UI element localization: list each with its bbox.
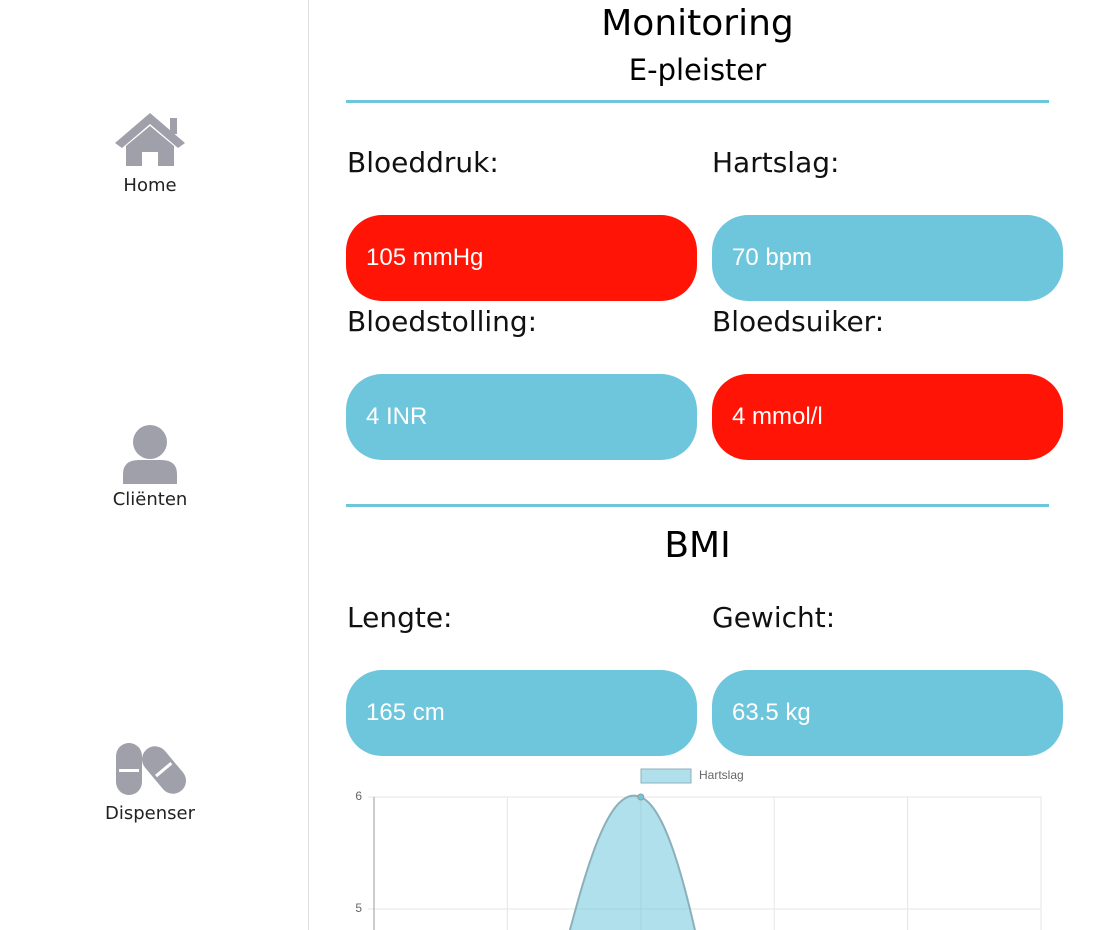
sidebar: Home Cliënten Dispenser [0, 0, 309, 930]
legend-label: Hartslag [699, 768, 744, 782]
vital-label: Hartslag: [712, 146, 840, 179]
y-tick-label: 6 [355, 789, 362, 803]
vital-label: Bloedstolling: [347, 305, 538, 338]
page-title: Monitoring [601, 3, 794, 44]
vital-card: 105 mmHg [346, 215, 697, 301]
vital-label: Bloedsuiker: [712, 305, 885, 338]
pills-icon[interactable] [110, 738, 190, 798]
nav-clients[interactable]: Cliënten [112, 489, 188, 510]
nav-home[interactable]: Home [123, 175, 177, 196]
area [569, 795, 695, 930]
chart: 0123456Hartslag [355, 768, 1042, 930]
vital-label: Bloeddruk: [347, 146, 499, 179]
bmi-card: 165 cm [346, 670, 697, 756]
page-subtitle: E-pleister [628, 53, 767, 87]
line [568, 794, 696, 930]
home-icon[interactable] [110, 110, 190, 170]
nav-dispenser[interactable]: Dispenser [105, 803, 195, 824]
vital-card: 4 INR [346, 374, 697, 460]
bmi-title: BMI [664, 525, 731, 566]
legend-swatch [640, 768, 692, 784]
vital-card: 70 bpm [712, 215, 1063, 301]
bmi-label: Lengte: [347, 601, 453, 634]
point [637, 793, 645, 801]
vital-card: 4 mmol/l [712, 374, 1063, 460]
divider [346, 100, 1049, 103]
divider [346, 504, 1049, 507]
bmi-label: Gewicht: [712, 601, 836, 634]
user-icon[interactable] [115, 420, 185, 486]
y-tick-label: 5 [355, 901, 362, 915]
bmi-card: 63.5 kg [712, 670, 1063, 756]
